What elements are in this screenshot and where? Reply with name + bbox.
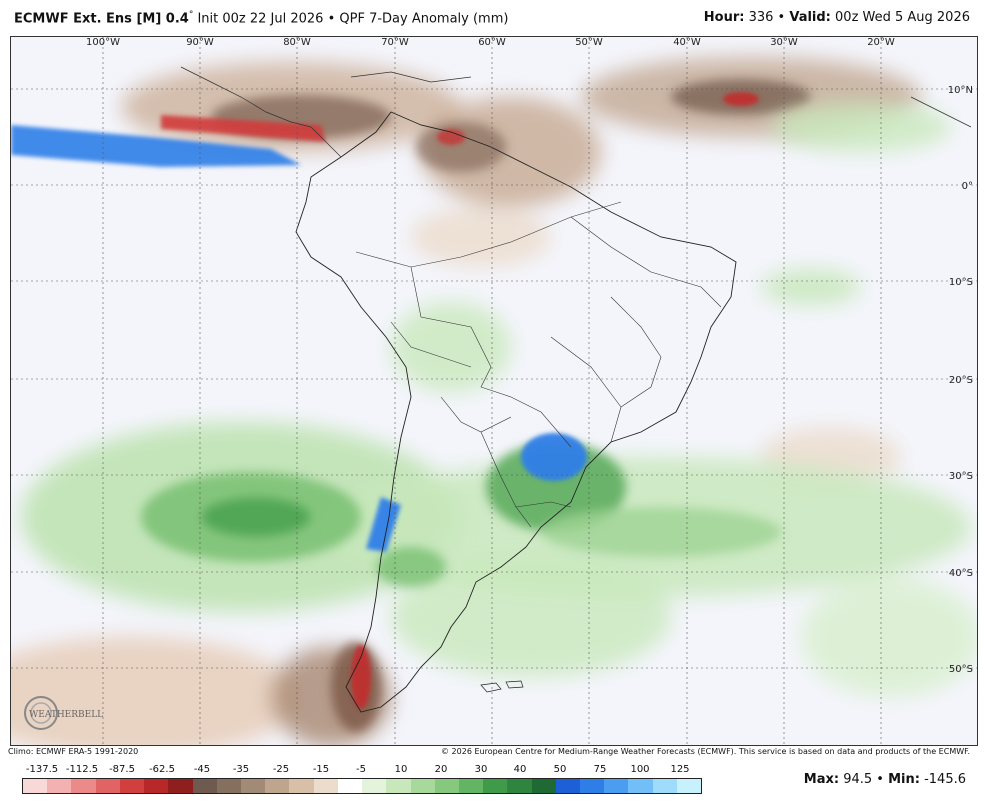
wet-anomaly-cores	[141, 442, 781, 587]
logo-text: WEATHERBELL	[29, 710, 103, 720]
strong-wet-anomaly	[11, 125, 587, 552]
lat-label: 50°S	[949, 664, 973, 675]
max-label: Max:	[803, 772, 840, 787]
colorbar	[22, 778, 702, 794]
colorbar-swatch	[47, 779, 72, 793]
valid-time: Hour: 336 • Valid: 00z Wed 5 Aug 2026	[704, 10, 970, 25]
country-borders	[355, 201, 722, 528]
init-time: Init 00z 22 Jul 2026	[193, 11, 324, 27]
colorbar-swatch	[604, 779, 629, 793]
min-value: -145.6	[919, 772, 966, 787]
header-bar: ECMWF Ext. Ens [M] 0.4° Init 00z 22 Jul …	[0, 0, 984, 36]
colorbar-tick: -112.5	[65, 764, 99, 775]
colorbar-swatch	[119, 779, 145, 793]
colorbar-tick: 10	[394, 764, 408, 775]
lat-label: 20°S	[949, 375, 973, 386]
colorbar-swatch	[434, 779, 459, 793]
falkland-islands	[480, 680, 524, 693]
climo-note: Climo: ECMWF ERA-5 1991-2020	[8, 747, 139, 756]
separator: •	[323, 11, 340, 27]
lon-label: 100°W	[86, 37, 120, 48]
colorbar-tick: -87.5	[109, 764, 135, 775]
lon-label: 60°W	[478, 37, 506, 48]
colorbar-swatch	[507, 779, 532, 793]
colorbar-tick: -25	[272, 764, 290, 775]
colorbar-swatch	[580, 779, 605, 793]
weatherbell-logo: WEATHERBELL	[24, 696, 103, 730]
colorbar-tick: 100	[630, 764, 650, 775]
colorbar-swatch	[95, 779, 120, 793]
colorbar-tick: -5	[356, 764, 366, 775]
colorbar-swatch	[337, 779, 363, 793]
colorbar-swatch	[144, 779, 169, 793]
colorbar-swatch	[265, 779, 290, 793]
south-america-outline	[295, 111, 737, 713]
lon-label: 20°W	[867, 37, 895, 48]
colorbar-tick: 20	[434, 764, 448, 775]
anomaly-map: 100°W 90°W 80°W 70°W 60°W 50°W 40°W 30°W…	[11, 37, 977, 745]
colorbar-tick: 30	[474, 764, 488, 775]
valid-label: Valid:	[789, 10, 831, 25]
colorbar-swatch	[240, 779, 266, 793]
colorbar-tick: 50	[553, 764, 567, 775]
lon-label: 30°W	[770, 37, 798, 48]
colorbar-swatch	[555, 779, 581, 793]
hour-value: 336	[744, 10, 778, 25]
map-panel: 100°W 90°W 80°W 70°W 60°W 50°W 40°W 30°W…	[10, 36, 978, 746]
lat-label: 40°S	[949, 568, 973, 579]
model-name: ECMWF Ext. Ens [M] 0.4	[14, 11, 189, 27]
valid-value: 00z Wed 5 Aug 2026	[830, 10, 970, 25]
colorbar-swatch	[458, 779, 484, 793]
graticule	[11, 37, 977, 745]
colorbar-tick: -137.5	[25, 764, 59, 775]
max-value: 94.5 •	[839, 772, 889, 787]
lon-label: 50°W	[575, 37, 603, 48]
colorbar-swatch	[362, 779, 387, 793]
colorbar-swatch	[676, 779, 702, 793]
max-min-stats: Max: 94.5 • Min: -145.6	[804, 772, 966, 787]
lon-label: 70°W	[381, 37, 409, 48]
colorbar-swatch	[652, 779, 677, 793]
colorbar-swatch	[71, 779, 96, 793]
lon-label: 40°W	[673, 37, 701, 48]
hour-label: Hour:	[703, 10, 745, 25]
colorbar-tick: 75	[593, 764, 607, 775]
min-label: Min:	[888, 772, 920, 787]
copyright-note: © 2026 European Centre for Medium-Range …	[441, 747, 970, 756]
colorbar-tick: 125	[670, 764, 690, 775]
latitude-labels: 10°N 0° 10°S 20°S 30°S 40°S 50°S	[948, 85, 973, 675]
colorbar-swatch	[192, 779, 217, 793]
colorbar-swatch	[410, 779, 435, 793]
colorbar-tick: 40	[513, 764, 527, 775]
colorbar-swatch	[386, 779, 411, 793]
colorbar-swatch	[531, 779, 556, 793]
model-title: ECMWF Ext. Ens [M] 0.4° Init 00z 22 Jul …	[14, 10, 508, 26]
colorbar-swatch	[483, 779, 508, 793]
colorbar-swatch	[216, 779, 241, 793]
lat-label: 30°S	[949, 471, 973, 482]
colorbar-swatch	[168, 779, 193, 793]
lon-label: 90°W	[186, 37, 214, 48]
colorbar-tick: -62.5	[149, 764, 175, 775]
strong-dry-anomaly	[161, 92, 759, 709]
lat-label: 10°S	[949, 277, 973, 288]
colorbar-swatch	[313, 779, 338, 793]
colorbar-swatch	[289, 779, 314, 793]
lat-label: 0°	[962, 181, 973, 192]
degree-sign: °	[188, 10, 194, 20]
colorbar-tick: -45	[193, 764, 211, 775]
longitude-labels: 100°W 90°W 80°W 70°W 60°W 50°W 40°W 30°W…	[86, 37, 895, 48]
footer: Climo: ECMWF ERA-5 1991-2020 © 2026 Euro…	[0, 744, 984, 808]
lat-label: 10°N	[948, 85, 973, 96]
colorbar-tick-labels: -137.5 -112.5 -87.5 -62.5 -45 -35 -25 -1…	[22, 764, 702, 776]
colorbar-swatch	[23, 779, 48, 793]
colorbar-tick: -15	[312, 764, 330, 775]
colorbar-swatch	[628, 779, 653, 793]
separator: •	[777, 10, 790, 25]
colorbar-tick: -35	[232, 764, 250, 775]
central-america-outline	[180, 66, 972, 158]
lon-label: 80°W	[283, 37, 311, 48]
field-name: QPF 7-Day Anomaly (mm)	[339, 11, 509, 27]
